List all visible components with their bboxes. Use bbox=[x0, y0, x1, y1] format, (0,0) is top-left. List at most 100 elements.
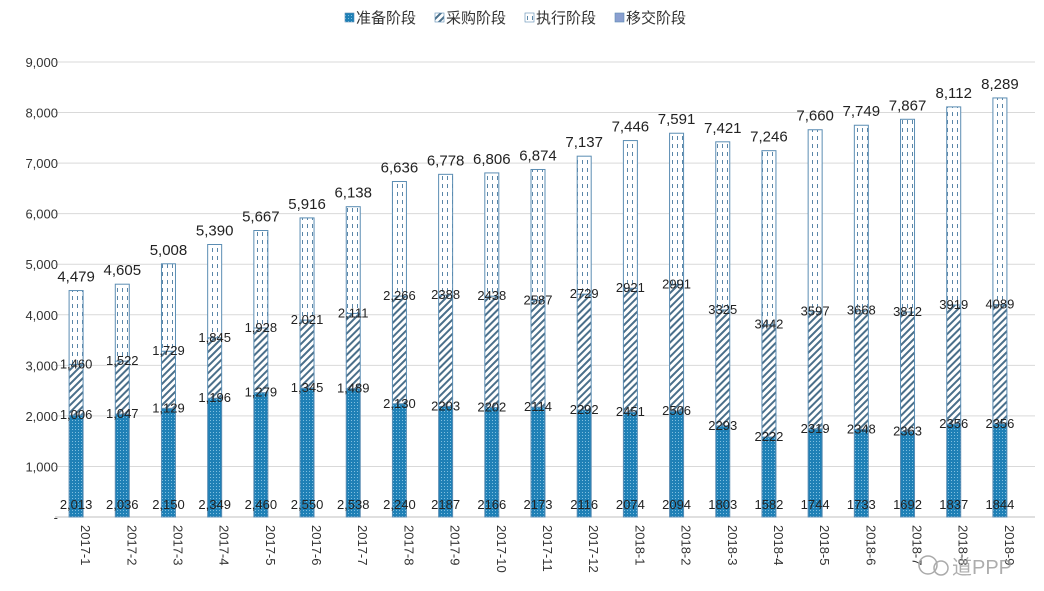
data-label: 1,129 bbox=[152, 400, 185, 415]
bars bbox=[68, 97, 1008, 518]
data-label: 2,460 bbox=[245, 497, 278, 512]
bar-segment-exec bbox=[900, 118, 916, 313]
data-label: 2114 bbox=[524, 399, 552, 414]
data-label: 1733 bbox=[847, 497, 876, 512]
data-label: 1,460 bbox=[60, 356, 93, 371]
y-tick-label: 3,000 bbox=[25, 358, 58, 373]
bar-segment-exec bbox=[207, 244, 223, 339]
x-tick-label: 2017-4 bbox=[217, 525, 232, 565]
total-label: 8,289 bbox=[981, 76, 1019, 93]
data-label: 1,047 bbox=[106, 406, 139, 421]
x-tick-label: 2018-1 bbox=[632, 525, 647, 565]
legend-label: 移交阶段 bbox=[626, 9, 686, 27]
x-tick-label: 2017-8 bbox=[401, 525, 416, 565]
bar-segment-procure bbox=[576, 293, 592, 411]
bar-segment-exec bbox=[530, 168, 546, 301]
total-label: 5,916 bbox=[288, 196, 326, 213]
legend-label: 采购阶段 bbox=[446, 10, 506, 27]
data-label: 1,845 bbox=[198, 330, 231, 345]
data-label: 1,006 bbox=[60, 407, 93, 422]
x-tick-label: 2018-5 bbox=[817, 525, 832, 565]
total-label: 4,605 bbox=[104, 262, 142, 279]
bar-segment-exec bbox=[253, 230, 269, 329]
data-label: 1,345 bbox=[291, 380, 324, 395]
data-label: 1,928 bbox=[245, 320, 278, 335]
data-label: 3919 bbox=[939, 297, 968, 312]
x-tick-label: 2017-7 bbox=[355, 525, 370, 565]
data-label: 2187 bbox=[431, 497, 460, 512]
legend-label: 准备阶段 bbox=[356, 10, 416, 27]
x-tick-label: 2017-11 bbox=[540, 525, 555, 572]
data-label: 2116 bbox=[570, 497, 598, 512]
data-label: 1,279 bbox=[245, 385, 278, 400]
data-label: 2166 bbox=[477, 497, 506, 512]
data-label: 2,021 bbox=[291, 312, 324, 327]
x-tick-label: 2018-3 bbox=[725, 525, 740, 565]
data-label: 1844 bbox=[985, 497, 1014, 512]
bar-segment-exec bbox=[761, 150, 777, 326]
bar-segment-procure bbox=[438, 294, 454, 407]
data-label: 2293 bbox=[708, 418, 737, 433]
x-tick-label: 2017-1 bbox=[78, 525, 93, 565]
data-label: 2363 bbox=[893, 423, 922, 438]
watermark: 道PPP bbox=[918, 555, 1012, 579]
data-label: 3812 bbox=[893, 304, 922, 319]
data-label: 2203 bbox=[431, 398, 460, 413]
bar-segment-exec bbox=[438, 173, 454, 296]
data-label: 3325 bbox=[708, 302, 737, 317]
total-label: 7,660 bbox=[796, 108, 834, 125]
x-tick-label: 2018-6 bbox=[863, 525, 878, 565]
data-label: 1582 bbox=[754, 497, 783, 512]
data-label: 2074 bbox=[616, 497, 645, 512]
x-tick-label: 2017-10 bbox=[494, 525, 509, 573]
data-label: 4089 bbox=[985, 297, 1014, 312]
data-label: 1692 bbox=[893, 497, 922, 512]
bar-segment-exec bbox=[669, 132, 685, 285]
x-tick-label: 2017-5 bbox=[263, 525, 278, 565]
data-label: 2587 bbox=[524, 292, 553, 307]
x-tick-label: 2018-2 bbox=[679, 525, 694, 565]
legend-swatch bbox=[524, 12, 535, 23]
bar-segment-procure bbox=[253, 327, 269, 394]
data-label: 1,729 bbox=[152, 343, 185, 358]
data-label: 2,538 bbox=[337, 497, 370, 512]
bar-segment-procure bbox=[853, 310, 869, 430]
data-label: 2,150 bbox=[152, 497, 185, 512]
bar-segment-exec bbox=[853, 124, 869, 312]
x-axis: 2017-1 2017-2 2017-3 2017-4 2017-5 2017-6 2017… bbox=[78, 525, 1017, 573]
x-tick-label: 2018-9 bbox=[1002, 525, 1017, 565]
y-axis: - 1,000 2,000 3,000 4,000 5,000 6,000 7,000 8,00… bbox=[25, 55, 58, 525]
legend-swatch bbox=[344, 12, 355, 23]
x-tick-label: 2018-4 bbox=[771, 525, 786, 565]
y-tick-label: 4,000 bbox=[25, 308, 58, 323]
bar-segment-procure bbox=[391, 295, 407, 405]
data-label: 2202 bbox=[477, 399, 506, 414]
data-label: 2094 bbox=[662, 497, 691, 512]
bar-segment-procure bbox=[761, 324, 777, 438]
data-label: 2991 bbox=[662, 276, 691, 291]
data-label: 2,130 bbox=[383, 396, 416, 411]
bar-segment-exec bbox=[484, 172, 500, 297]
data-label: 3597 bbox=[801, 304, 830, 319]
bar-segment-exec bbox=[576, 155, 592, 295]
bar-segment-procure bbox=[622, 287, 638, 413]
bar-segment-procure bbox=[207, 337, 223, 399]
bar-segment-exec bbox=[114, 283, 130, 362]
data-label: 2388 bbox=[431, 287, 460, 302]
data-label: 2,240 bbox=[383, 497, 416, 512]
data-label: 2319 bbox=[801, 421, 830, 436]
x-tick-label: 2018-8 bbox=[956, 525, 971, 565]
bar-segment-exec bbox=[160, 263, 176, 352]
total-label: 5,667 bbox=[242, 209, 280, 226]
legend-label: 执行阶段 bbox=[536, 10, 596, 27]
total-label: 5,390 bbox=[196, 223, 234, 240]
data-label: 2,266 bbox=[383, 288, 416, 303]
total-label: 6,778 bbox=[427, 152, 465, 169]
bar-segment-exec bbox=[946, 106, 962, 306]
bar-segment-exec bbox=[68, 290, 84, 365]
data-label: 2729 bbox=[570, 286, 599, 301]
bar-segment-exec bbox=[622, 140, 638, 289]
data-label: 2356 bbox=[985, 416, 1014, 431]
x-tick-label: 2017-9 bbox=[448, 525, 463, 565]
